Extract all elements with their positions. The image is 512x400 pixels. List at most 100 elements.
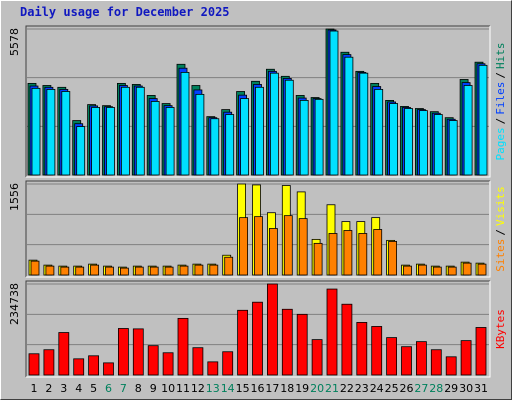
bar [403,265,412,276]
bar [91,107,100,176]
legend-entry: Sites [494,239,507,272]
x-tick-label: 7 [120,382,127,395]
legend: KBytes [494,309,507,349]
bar [254,216,263,276]
bar [255,86,264,176]
bar [344,56,354,176]
legend: Sites / Visits [494,186,507,272]
legend-entry: Files [494,82,507,115]
bar [194,264,204,276]
panel-edge-dark [25,180,490,277]
bar [75,266,85,276]
x-tick-label: 27 [414,382,428,395]
bar [269,72,279,176]
legend-entry: Hits [494,43,507,70]
x-tick-label: 16 [251,382,265,395]
bar [61,91,71,176]
bar [105,266,114,276]
bar [177,317,189,376]
bar [401,346,412,376]
bar [266,283,278,376]
y-tick-label: 234738 [8,283,21,325]
x-tick-label: 4 [75,382,82,395]
bar [433,114,443,176]
x-tick-label: 3 [60,382,67,395]
bar [164,266,174,276]
panel-edge-dark [25,25,490,177]
bar [73,358,85,376]
bar [358,233,368,276]
bar [417,264,427,276]
bar [268,228,278,276]
legend: Pages / Files / Hits [494,43,507,161]
bar [106,107,115,176]
bar [356,322,368,376]
x-tick-label: 20 [310,382,324,395]
y-tick-label: 1556 [8,183,21,211]
bar [58,332,70,376]
bar [326,288,338,376]
x-tick-label: 1 [31,382,38,395]
bar [373,229,383,276]
panel-edge-light [26,181,491,278]
bar [328,233,338,276]
x-tick-label: 9 [150,382,157,395]
bar [430,349,442,376]
bar [210,118,220,176]
bar [76,126,86,176]
bar [460,340,472,376]
bar [90,264,99,276]
chart-title: Daily usage for December 2025 [20,5,230,19]
bar [432,266,442,276]
bar [225,114,235,176]
bar [180,71,190,176]
legend-entry: KBytes [494,309,507,349]
bar [371,326,383,376]
x-tick-label: 19 [295,382,309,395]
bar [445,356,457,376]
bar [28,353,40,376]
bar [284,79,294,176]
bar [478,64,488,176]
x-tick-label: 24 [370,382,384,395]
bar [415,341,427,376]
bar [388,240,398,276]
legend-separator: / [494,118,507,125]
legend-entry: Pages [494,127,507,160]
bar [341,303,353,376]
x-tick-label: 30 [459,382,473,395]
bar [150,101,160,176]
x-tick-label: 22 [340,382,354,395]
bar [46,89,56,176]
y-tick-label: 5578 [8,28,21,56]
bar [162,352,174,376]
bar [43,349,55,376]
bar [313,242,323,276]
x-tick-label: 31 [474,382,488,395]
x-tick-label: 14 [221,382,235,395]
bar [281,308,293,376]
bar [31,87,41,176]
bar [135,86,145,176]
bar [311,339,323,376]
x-tick-label: 2 [45,382,52,395]
legend-entry: Visits [494,186,507,226]
x-tick-label: 11 [176,382,190,395]
bar [237,309,249,376]
x-tick-label: 28 [429,382,443,395]
bar [240,98,250,176]
bar [103,362,114,376]
bar [222,351,234,376]
x-tick-label: 10 [161,382,175,395]
bar [329,30,339,176]
bar [195,93,205,176]
bar [283,215,293,276]
bar [120,267,129,276]
bar [296,313,308,376]
x-tick-label: 25 [385,382,399,395]
x-tick-label: 12 [191,382,205,395]
bar [298,218,308,276]
bar [45,265,55,276]
bar [252,301,263,376]
